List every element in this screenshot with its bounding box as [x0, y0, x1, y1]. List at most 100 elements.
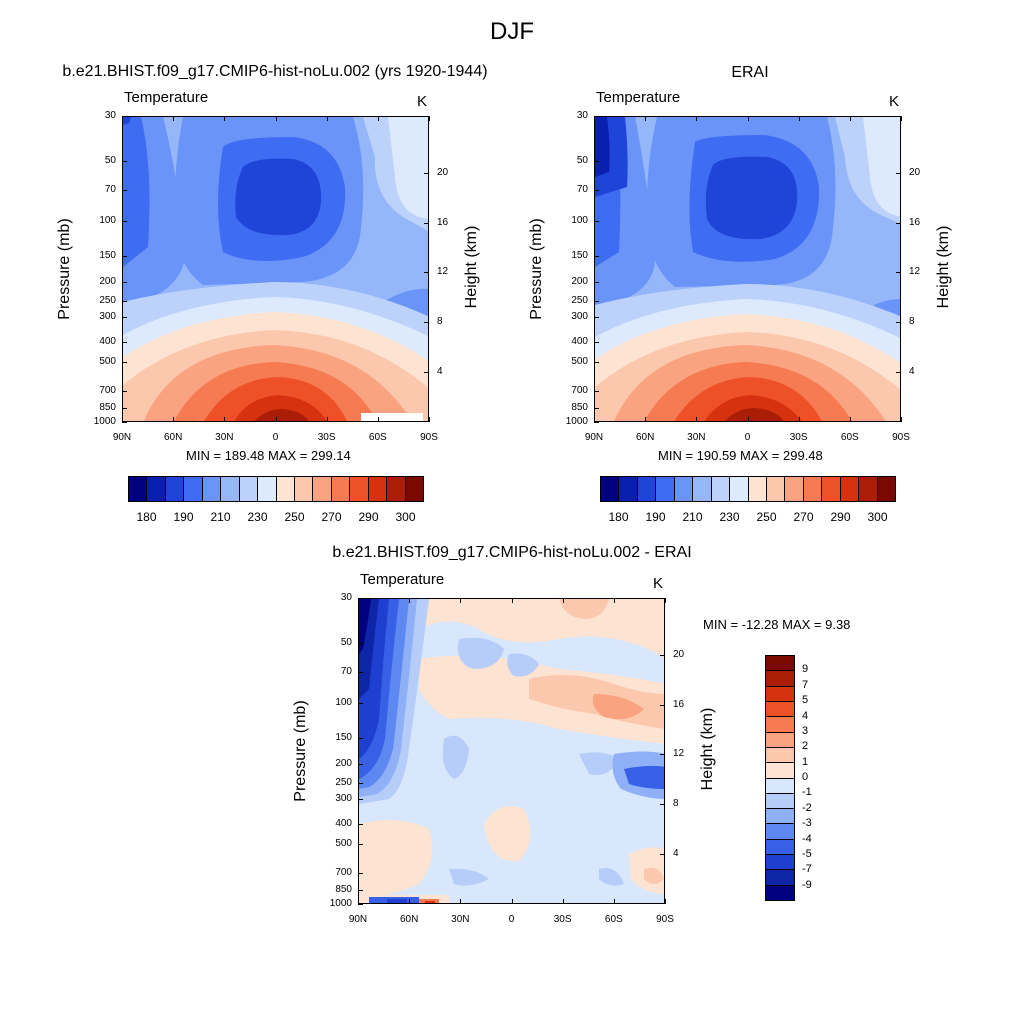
colorbar-swatch	[202, 477, 222, 501]
figure-title: DJF	[490, 18, 534, 45]
y-tick-label: 50	[104, 154, 116, 166]
colorbar-swatch	[387, 477, 406, 501]
x-tick-label: 60N	[635, 432, 655, 443]
colorbar-swatch	[859, 477, 878, 501]
y-tick-label: 70	[104, 183, 116, 195]
x-tick-label: 30S	[553, 914, 572, 925]
y-right-tick-mark	[660, 804, 665, 806]
y-right-tick-mark	[896, 272, 901, 274]
y-tick-label: 1000	[93, 416, 116, 427]
colorbar-swatch	[601, 477, 620, 501]
colorbar-swatch	[766, 763, 794, 779]
x-tick-label: 90N	[584, 432, 604, 443]
y-tick-label: 700	[571, 384, 588, 396]
y-tick-mark	[358, 642, 363, 644]
y-tick-label: 100	[335, 697, 352, 709]
colorbar-label: 290	[358, 510, 379, 524]
panel-3-title: b.e21.BHIST.f09_g17.CMIP6-hist-noLu.002 …	[332, 544, 692, 561]
y-tick-mark	[122, 189, 127, 191]
contour-band	[484, 806, 531, 862]
colorbar-swatch	[766, 701, 794, 718]
colorbar-swatch	[368, 477, 388, 501]
colorbar-label: 270	[793, 510, 814, 524]
y-tick-label: 50	[576, 154, 588, 166]
colorbar-swatch	[766, 793, 794, 810]
x-tick-mark	[747, 417, 749, 422]
y-right-tick-label: 8	[437, 316, 443, 328]
colorbar-swatch	[711, 477, 731, 501]
contour-band	[599, 868, 624, 886]
colorbar-label: 2	[802, 740, 809, 753]
colorbar-swatch	[766, 839, 794, 856]
panel-2-colorbar	[600, 476, 896, 502]
contour-band	[359, 599, 371, 654]
colorbar-label: 250	[756, 510, 777, 524]
y-tick-label: 500	[335, 837, 352, 849]
x-tick-label: 90S	[892, 432, 910, 443]
colorbar-label: 300	[867, 510, 888, 524]
colorbar-swatch	[405, 477, 423, 501]
y-tick-mark	[594, 316, 599, 318]
x-tick-label: 30N	[687, 432, 706, 443]
contour-band	[419, 599, 664, 658]
panel-1-colorbar	[128, 476, 424, 502]
y-tick-label: 400	[571, 336, 588, 348]
y-tick-label: 1000	[565, 416, 588, 427]
y-right-tick-label: 20	[673, 648, 685, 660]
y-tick-mark	[594, 256, 599, 258]
colorbar-label: -3	[802, 817, 812, 830]
colorbar-swatch	[748, 477, 767, 501]
y-right-tick-mark	[660, 704, 665, 706]
y-tick-mark	[122, 301, 127, 303]
colorbar-swatch	[766, 778, 794, 794]
y-tick-label: 500	[99, 355, 116, 367]
y-right-tick-label: 4	[909, 366, 915, 378]
y-tick-label: 850	[571, 401, 588, 413]
y-tick-mark	[122, 316, 127, 318]
panel-2-min-max: MIN = 190.59 MAX = 299.48	[658, 448, 823, 463]
x-tick-mark-top	[224, 116, 226, 121]
panel-1-plot	[122, 116, 429, 422]
x-tick-mark-top	[594, 116, 595, 121]
y-tick-label: 850	[335, 883, 352, 895]
panel-1-min-max: MIN = 189.48 MAX = 299.14	[186, 448, 351, 463]
colorbar-swatch	[766, 824, 794, 840]
colorbar-swatch	[331, 477, 351, 501]
y-right-tick-label: 12	[437, 266, 449, 278]
contour-band	[624, 765, 664, 789]
y-right-tick-label: 20	[909, 166, 921, 178]
y-tick-label: 200	[335, 757, 352, 769]
y-right-tick-mark	[896, 172, 901, 174]
panel-3-plot	[358, 598, 665, 904]
x-tick-mark-top	[460, 598, 462, 603]
panel-2-title: ERAI	[731, 64, 769, 81]
x-tick-mark-top	[173, 116, 175, 121]
x-tick-mark-top	[409, 598, 411, 603]
x-tick-label: 90N	[348, 914, 368, 925]
y-tick-label: 700	[335, 866, 352, 878]
y-right-tick-label: 8	[673, 798, 679, 810]
panel-2-units: K	[889, 93, 900, 110]
panel-3-min-max: MIN = -12.28 MAX = 9.38	[703, 617, 851, 632]
x-tick-mark	[409, 899, 411, 904]
y-tick-mark	[358, 904, 363, 905]
colorbar-label: 190	[173, 510, 194, 524]
y-right-tick-mark	[424, 172, 429, 174]
x-tick-mark	[358, 899, 359, 904]
x-tick-mark-top	[326, 116, 328, 121]
colorbar-label: 230	[719, 510, 740, 524]
colorbar-label: 270	[321, 510, 342, 524]
colorbar-label: -5	[802, 847, 812, 860]
y-right-tick-mark	[424, 322, 429, 324]
colorbar-label: 290	[830, 510, 851, 524]
colorbar-label: 180	[608, 510, 629, 524]
y-tick-label: 1000	[329, 898, 352, 909]
colorbar-label: 210	[210, 510, 231, 524]
y-right-tick-label: 4	[673, 848, 679, 860]
y-tick-mark	[594, 390, 599, 392]
x-tick-mark-top	[901, 116, 902, 121]
y-right-tick-label: 12	[909, 266, 921, 278]
x-tick-mark	[122, 417, 123, 422]
y-right-tick-mark	[424, 222, 429, 224]
contour-band	[388, 117, 428, 219]
